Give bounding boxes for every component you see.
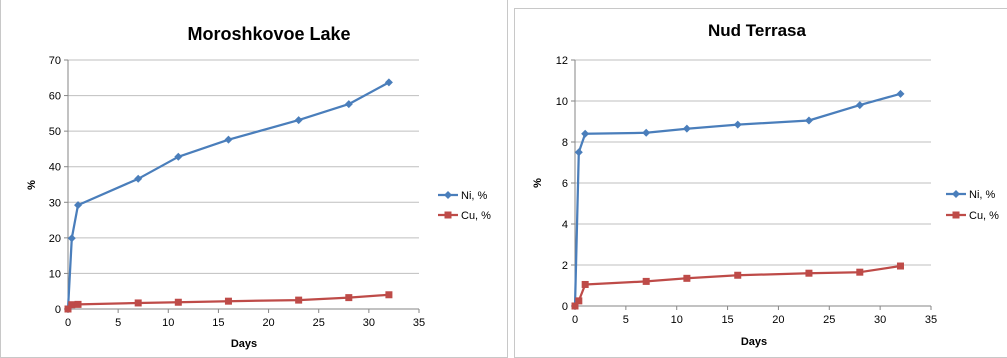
data-point: Cu, % @ 16: 1.5 (734, 271, 742, 279)
y-tick-label: 20 (49, 233, 61, 245)
x-tick-label: 15 (721, 314, 733, 326)
y-tick-label: 12 (556, 55, 568, 67)
x-tick-label: 30 (363, 317, 375, 329)
x-tick-label: 25 (313, 317, 325, 329)
legend-marker (952, 190, 960, 198)
data-point: Cu, % @ 32: 1.95 (896, 262, 904, 270)
data-point: Cu, % @ 32: 4 (385, 291, 393, 299)
x-tick-label: 0 (572, 314, 578, 326)
data-point: Ni, % @ 16: 8.85 (733, 120, 742, 129)
data-point: Ni, % @ 32: 10.35 (896, 89, 905, 98)
chart-panel-moroshkovoe: Moroshkovoe Lake Days % 0 10 20 30 40 50 60 70 0… (0, 0, 508, 358)
data-point: Cu, % @ 0.375: 1.2 (68, 301, 76, 309)
x-tick-label: 10 (671, 314, 683, 326)
data-point: Ni, % @ 32: 63.7 (384, 78, 393, 87)
x-tick-label: 15 (212, 317, 224, 329)
x-tick-label: 0 (65, 317, 71, 329)
y-tick-label: 2 (562, 260, 568, 272)
x-tick-label: 5 (623, 314, 629, 326)
y-tick-label: 0 (562, 301, 568, 313)
x-tick-label: 20 (772, 314, 784, 326)
data-point: Cu, % @ 0: 0 (64, 305, 72, 313)
data-point: Ni, % @ 7: 36.6 (134, 174, 143, 183)
data-point: Cu, % @ 23: 1.6 (805, 269, 813, 277)
x-axis-label: Days (231, 338, 257, 350)
data-point: Cu, % @ 28: 3.2 (345, 294, 353, 302)
data-point: Cu, % @ 0: 0 (571, 302, 579, 310)
y-axis-label: % (532, 178, 544, 188)
chart-title: Moroshkovoe Lake (187, 24, 350, 44)
x-tick-label: 35 (925, 314, 937, 326)
data-point: Cu, % @ 11: 1.35 (683, 274, 691, 282)
y-tick-label: 40 (49, 162, 61, 174)
series-line (66, 81, 390, 310)
legend-label: Cu, % (461, 210, 491, 222)
data-point: Cu, % @ 7: 1.7 (134, 299, 142, 307)
data-point: Ni, % @ 1: 8.4 (581, 129, 590, 138)
data-point: Cu, % @ 11: 1.9 (174, 298, 182, 306)
legend-marker (444, 191, 452, 199)
y-tick-label: 30 (49, 197, 61, 209)
data-point: Ni, % @ 23: 9.05 (804, 116, 813, 125)
x-axis-label: Days (741, 336, 767, 348)
data-point: Ni, % @ 7: 8.45 (642, 128, 651, 137)
data-point: Cu, % @ 1: 1.05 (581, 280, 589, 288)
data-point: Ni, % @ 0.375: 19.9 (67, 234, 76, 243)
y-tick-label: 4 (562, 219, 568, 231)
data-point: Ni, % @ 1: 29.2 (74, 201, 83, 210)
data-point: Ni, % @ 11: 8.65 (682, 124, 691, 133)
legend-label: Ni, % (461, 190, 488, 202)
x-tick-label: 25 (823, 314, 835, 326)
chart-moroshkovoe: Moroshkovoe Lake Days % 0 10 20 30 40 50 60 70 0… (26, 24, 491, 350)
data-point: Cu, % @ 23: 2.5 (295, 296, 303, 304)
legend-marker (952, 211, 960, 219)
legend-label: Ni, % (969, 189, 996, 201)
chart-title: Nud Terrasa (708, 21, 806, 40)
legend-label: Cu, % (969, 210, 999, 222)
x-tick-label: 35 (413, 317, 425, 329)
y-tick-label: 6 (562, 178, 568, 190)
legend-marker (444, 211, 452, 219)
x-tick-label: 5 (115, 317, 121, 329)
data-point: Ni, % @ 28: 57.6 (344, 100, 353, 109)
data-point: Ni, % @ 28: 9.8 (855, 101, 864, 110)
y-tick-label: 10 (556, 96, 568, 108)
data-point: Cu, % @ 7: 1.2 (642, 277, 650, 285)
data-point: Cu, % @ 1: 1.3 (74, 300, 82, 308)
x-tick-label: 30 (874, 314, 886, 326)
y-tick-label: 50 (49, 126, 61, 138)
data-point: Ni, % @ 23: 53.1 (294, 116, 303, 125)
data-point: Cu, % @ 28: 1.65 (856, 268, 864, 276)
x-tick-label: 20 (262, 317, 274, 329)
y-axis-label: % (26, 180, 38, 190)
y-tick-label: 0 (55, 304, 61, 316)
y-tick-label: 8 (562, 137, 568, 149)
chart-nud-terrasa: Nud Terrasa Days % 0 2 4 6 8 10 12 0 5 10 15 20 25 30… (532, 21, 999, 348)
data-point: Ni, % @ 0.375: 7.5 (574, 148, 583, 157)
x-tick-label: 10 (162, 317, 174, 329)
data-point: Ni, % @ 11: 42.8 (174, 152, 183, 161)
data-point: Ni, % @ 16: 47.6 (224, 135, 233, 144)
y-tick-label: 60 (49, 91, 61, 103)
data-point: Cu, % @ 0.375: 0.25 (575, 297, 583, 305)
data-point: Cu, % @ 16: 2.2 (224, 297, 232, 305)
y-tick-label: 70 (49, 55, 61, 67)
chart-panel-nud-terrasa: Nud Terrasa Days % 0 2 4 6 8 10 12 0 5 10 15 20 25 30… (514, 8, 1007, 358)
y-tick-label: 10 (49, 268, 61, 280)
